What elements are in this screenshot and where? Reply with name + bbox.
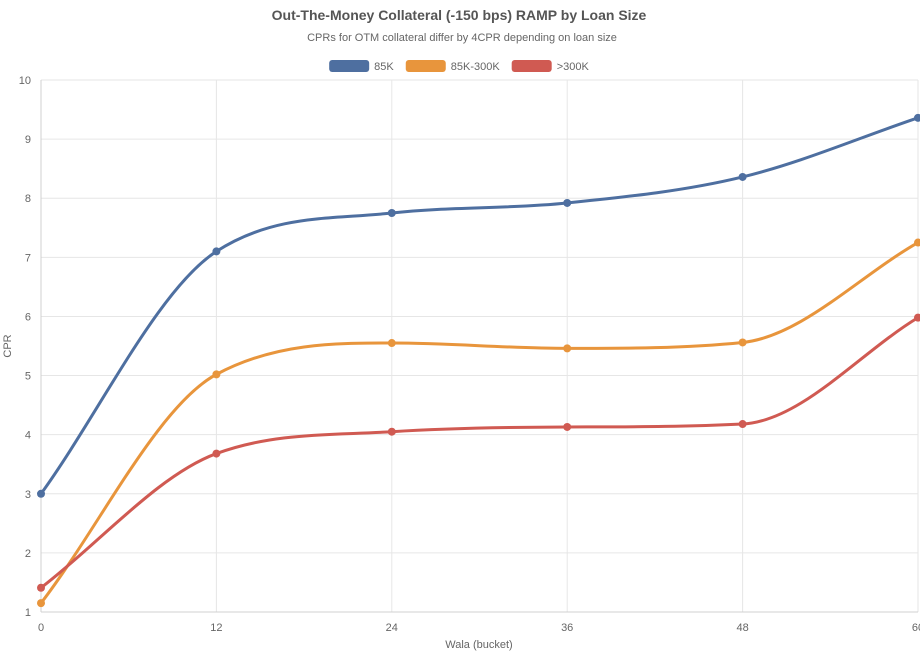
series-1 [37, 113, 920, 498]
data-point[interactable] [914, 238, 920, 247]
legend-label: 85K-300K [451, 61, 501, 73]
y-tick-label: 6 [25, 311, 31, 323]
y-tick-label: 4 [25, 430, 31, 442]
data-point[interactable] [563, 344, 572, 353]
chart-title: Out-The-Money Collateral (-150 bps) RAMP… [272, 7, 647, 23]
y-tick-label: 7 [25, 252, 31, 264]
data-point[interactable] [37, 599, 45, 608]
data-point[interactable] [738, 420, 747, 429]
data-point[interactable] [914, 313, 920, 322]
y-tick-label: 3 [25, 489, 31, 501]
axes: 1234567891001224364860 [19, 75, 920, 634]
legend-item[interactable]: 85K [329, 60, 394, 73]
legend-swatch [329, 60, 370, 72]
legend-swatch [405, 60, 446, 72]
series-line [39, 241, 920, 605]
legend: 85K 85K-300K >300K [329, 60, 589, 73]
y-tick-label: 1 [25, 607, 31, 619]
x-tick-label: 36 [561, 622, 573, 634]
data-point[interactable] [914, 113, 920, 122]
y-tick-label: 10 [19, 75, 31, 87]
legend-item[interactable]: >300K [511, 60, 590, 73]
x-tick-label: 12 [210, 622, 222, 634]
data-point[interactable] [387, 339, 396, 348]
data-point[interactable] [212, 449, 221, 458]
data-point[interactable] [387, 209, 396, 217]
data-point[interactable] [37, 489, 45, 498]
y-tick-label: 2 [25, 548, 31, 560]
legend-item[interactable]: 85K-300K [405, 60, 501, 73]
data-point[interactable] [563, 198, 572, 207]
data-point[interactable] [37, 583, 45, 592]
series-line [39, 116, 920, 496]
x-tick-label: 60 [912, 622, 920, 634]
x-axis-label: Wala (bucket) [445, 639, 512, 651]
y-tick-label: 8 [25, 193, 31, 205]
x-tick-label: 0 [38, 622, 44, 634]
chart-subtitle: CPRs for OTM collateral differ by 4CPR d… [307, 32, 617, 44]
x-tick-label: 48 [736, 622, 748, 634]
data-point[interactable] [563, 422, 572, 431]
x-tick-label: 24 [386, 622, 398, 634]
data-point[interactable] [212, 370, 221, 379]
legend-label: >300K [557, 61, 590, 73]
data-point[interactable] [738, 338, 747, 347]
data-point[interactable] [212, 247, 221, 256]
series-2 [37, 238, 920, 608]
series-line [39, 316, 920, 590]
legend-swatch [511, 60, 552, 72]
data-point[interactable] [387, 427, 396, 436]
y-tick-label: 5 [25, 371, 31, 383]
y-axis-label: CPR [2, 334, 14, 357]
data-point[interactable] [738, 172, 747, 181]
series-layer [37, 113, 920, 608]
legend-label: 85K [374, 61, 394, 73]
series-3 [37, 313, 920, 592]
y-tick-label: 9 [25, 134, 31, 146]
